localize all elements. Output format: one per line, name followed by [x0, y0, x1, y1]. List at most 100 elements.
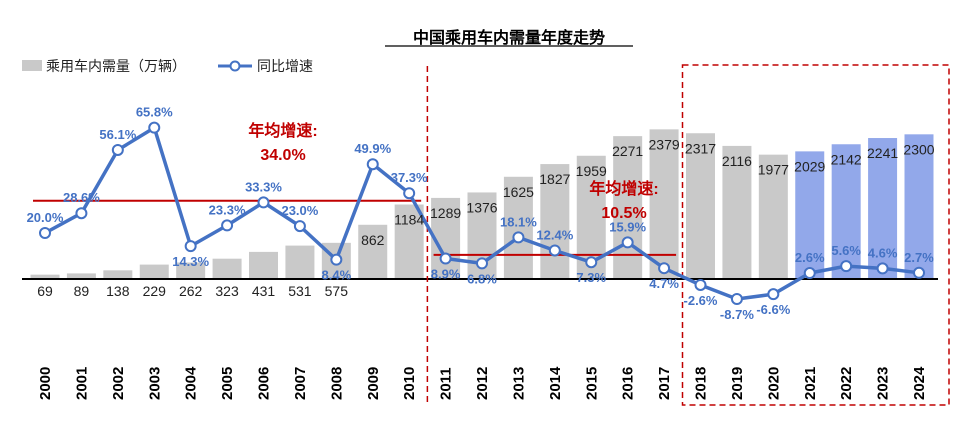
bar-2023 [868, 138, 898, 279]
growth-point-2022 [840, 260, 853, 273]
annotation-2-value: 10.5% [601, 205, 646, 222]
growth-label-2015: 7.3% [576, 270, 606, 285]
year-tick-2007: 2007 [292, 367, 309, 400]
bar-label-2021: 2029 [794, 158, 825, 174]
bar-label-2008: 575 [325, 283, 349, 299]
bar-label-2000: 69 [37, 283, 53, 299]
growth-label-2011: 8.9% [431, 267, 461, 282]
legend-line-label: 同比增速 [257, 58, 313, 74]
year-tick-2003: 2003 [146, 367, 163, 400]
legend-line-marker [229, 60, 241, 72]
year-tick-2015: 2015 [583, 367, 600, 400]
growth-point-2024 [913, 266, 925, 279]
year-tick-2018: 2018 [693, 367, 710, 400]
bar-2006 [249, 251, 278, 279]
year-tick-2013: 2013 [510, 367, 527, 400]
annotation-1: 年均增速: 34.0% [248, 121, 317, 164]
bar-label-2018: 2317 [685, 140, 716, 156]
bar-2004 [176, 262, 206, 279]
growth-label-2016: 15.9% [609, 219, 646, 234]
growth-point-2001 [75, 207, 88, 220]
growth-label-2000: 20.0% [27, 210, 64, 225]
bar-2009 [358, 224, 388, 279]
year-tick-2011: 2011 [438, 367, 455, 400]
growth-point-2004 [184, 240, 197, 253]
growth-label-2021: 2.6% [795, 250, 825, 265]
growth-label-2007: 23.0% [281, 203, 318, 218]
growth-point-2005 [221, 219, 234, 232]
growth-label-2019: -8.7% [720, 307, 754, 322]
bar-2014 [540, 164, 570, 279]
growth-point-2010 [403, 187, 416, 200]
bar-label-2014: 1827 [539, 171, 570, 187]
growth-point-2009 [366, 158, 379, 171]
annotation-2: 年均增速: 10.5% [589, 179, 658, 222]
growth-point-2014 [548, 244, 561, 257]
bar-label-2023: 2241 [867, 145, 898, 161]
growth-point-2015 [585, 256, 598, 269]
year-tick-2002: 2002 [110, 367, 127, 400]
growth-point-2012 [476, 257, 488, 270]
year-tick-2017: 2017 [656, 367, 673, 400]
bar-label-2013: 1625 [503, 184, 534, 200]
growth-label-2013: 18.1% [500, 214, 537, 229]
bar-2000 [30, 274, 60, 279]
annotation-1-title: 年均增速: [248, 121, 317, 140]
year-tick-2019: 2019 [729, 367, 746, 400]
growth-point-2003 [148, 121, 161, 134]
growth-point-2013 [512, 231, 525, 244]
bar-2003 [139, 264, 169, 279]
bar-2024 [904, 134, 934, 279]
growth-label-2004: 14.3% [172, 254, 209, 269]
growth-point-2008 [330, 253, 343, 266]
growth-point-2017 [658, 262, 671, 275]
year-tick-2009: 2009 [365, 367, 382, 400]
bar-label-2016: 2271 [612, 143, 643, 159]
bar-label-2010: 1184 [394, 212, 424, 228]
bar-label-2009: 862 [361, 232, 385, 248]
highlight-box [681, 64, 950, 406]
bar-label-2015: 1959 [576, 163, 607, 179]
bar-2013 [503, 176, 533, 279]
year-tick-2008: 2008 [328, 367, 345, 400]
growth-point-2016 [621, 236, 634, 249]
growth-point-2000 [39, 227, 51, 239]
year-tick-2012: 2012 [474, 367, 491, 400]
bar-2001 [66, 273, 96, 279]
year-tick-2001: 2001 [73, 367, 90, 400]
growth-label-2009: 49.9% [354, 141, 391, 156]
year-tick-2010: 2010 [401, 367, 418, 400]
year-tick-2016: 2016 [620, 367, 637, 400]
bar-label-2006: 431 [252, 283, 276, 299]
year-tick-2022: 2022 [838, 367, 855, 400]
year-tick-2023: 2023 [875, 367, 892, 400]
growth-point-2007 [293, 220, 306, 233]
year-tick-2005: 2005 [219, 367, 236, 400]
growth-point-2006 [257, 196, 270, 209]
legend: 乘用车内需量（万辆） 同比增速 [22, 58, 313, 74]
bar-2018 [686, 133, 715, 279]
growth-label-2001: 28.6% [63, 190, 100, 205]
growth-point-2011 [439, 252, 452, 265]
growth-point-2018 [694, 278, 707, 291]
annotation-1-value: 34.0% [260, 147, 305, 164]
growth-point-2023 [876, 262, 889, 275]
bar-label-2012: 1376 [466, 199, 497, 215]
year-tick-2020: 2020 [765, 367, 782, 400]
year-tick-2006: 2006 [256, 367, 273, 400]
bar-label-2004: 262 [179, 283, 203, 299]
bar-2019 [722, 145, 752, 279]
bar-label-2017: 2379 [649, 136, 680, 152]
growth-label-2014: 12.4% [536, 227, 573, 242]
growth-point-2021 [803, 267, 816, 280]
bar-label-2022: 2142 [831, 151, 862, 167]
bar-2010 [394, 204, 424, 279]
annotation-2-title: 年均增速: [589, 179, 658, 198]
year-tick-2014: 2014 [547, 366, 564, 400]
growth-point-2002 [111, 143, 124, 156]
bar-label-2020: 1977 [758, 162, 789, 178]
bar-label-2002: 138 [106, 283, 130, 299]
bar-label-2019: 2116 [722, 153, 752, 169]
bar-2022 [831, 144, 861, 279]
year-tick-2024: 2024 [911, 366, 928, 400]
